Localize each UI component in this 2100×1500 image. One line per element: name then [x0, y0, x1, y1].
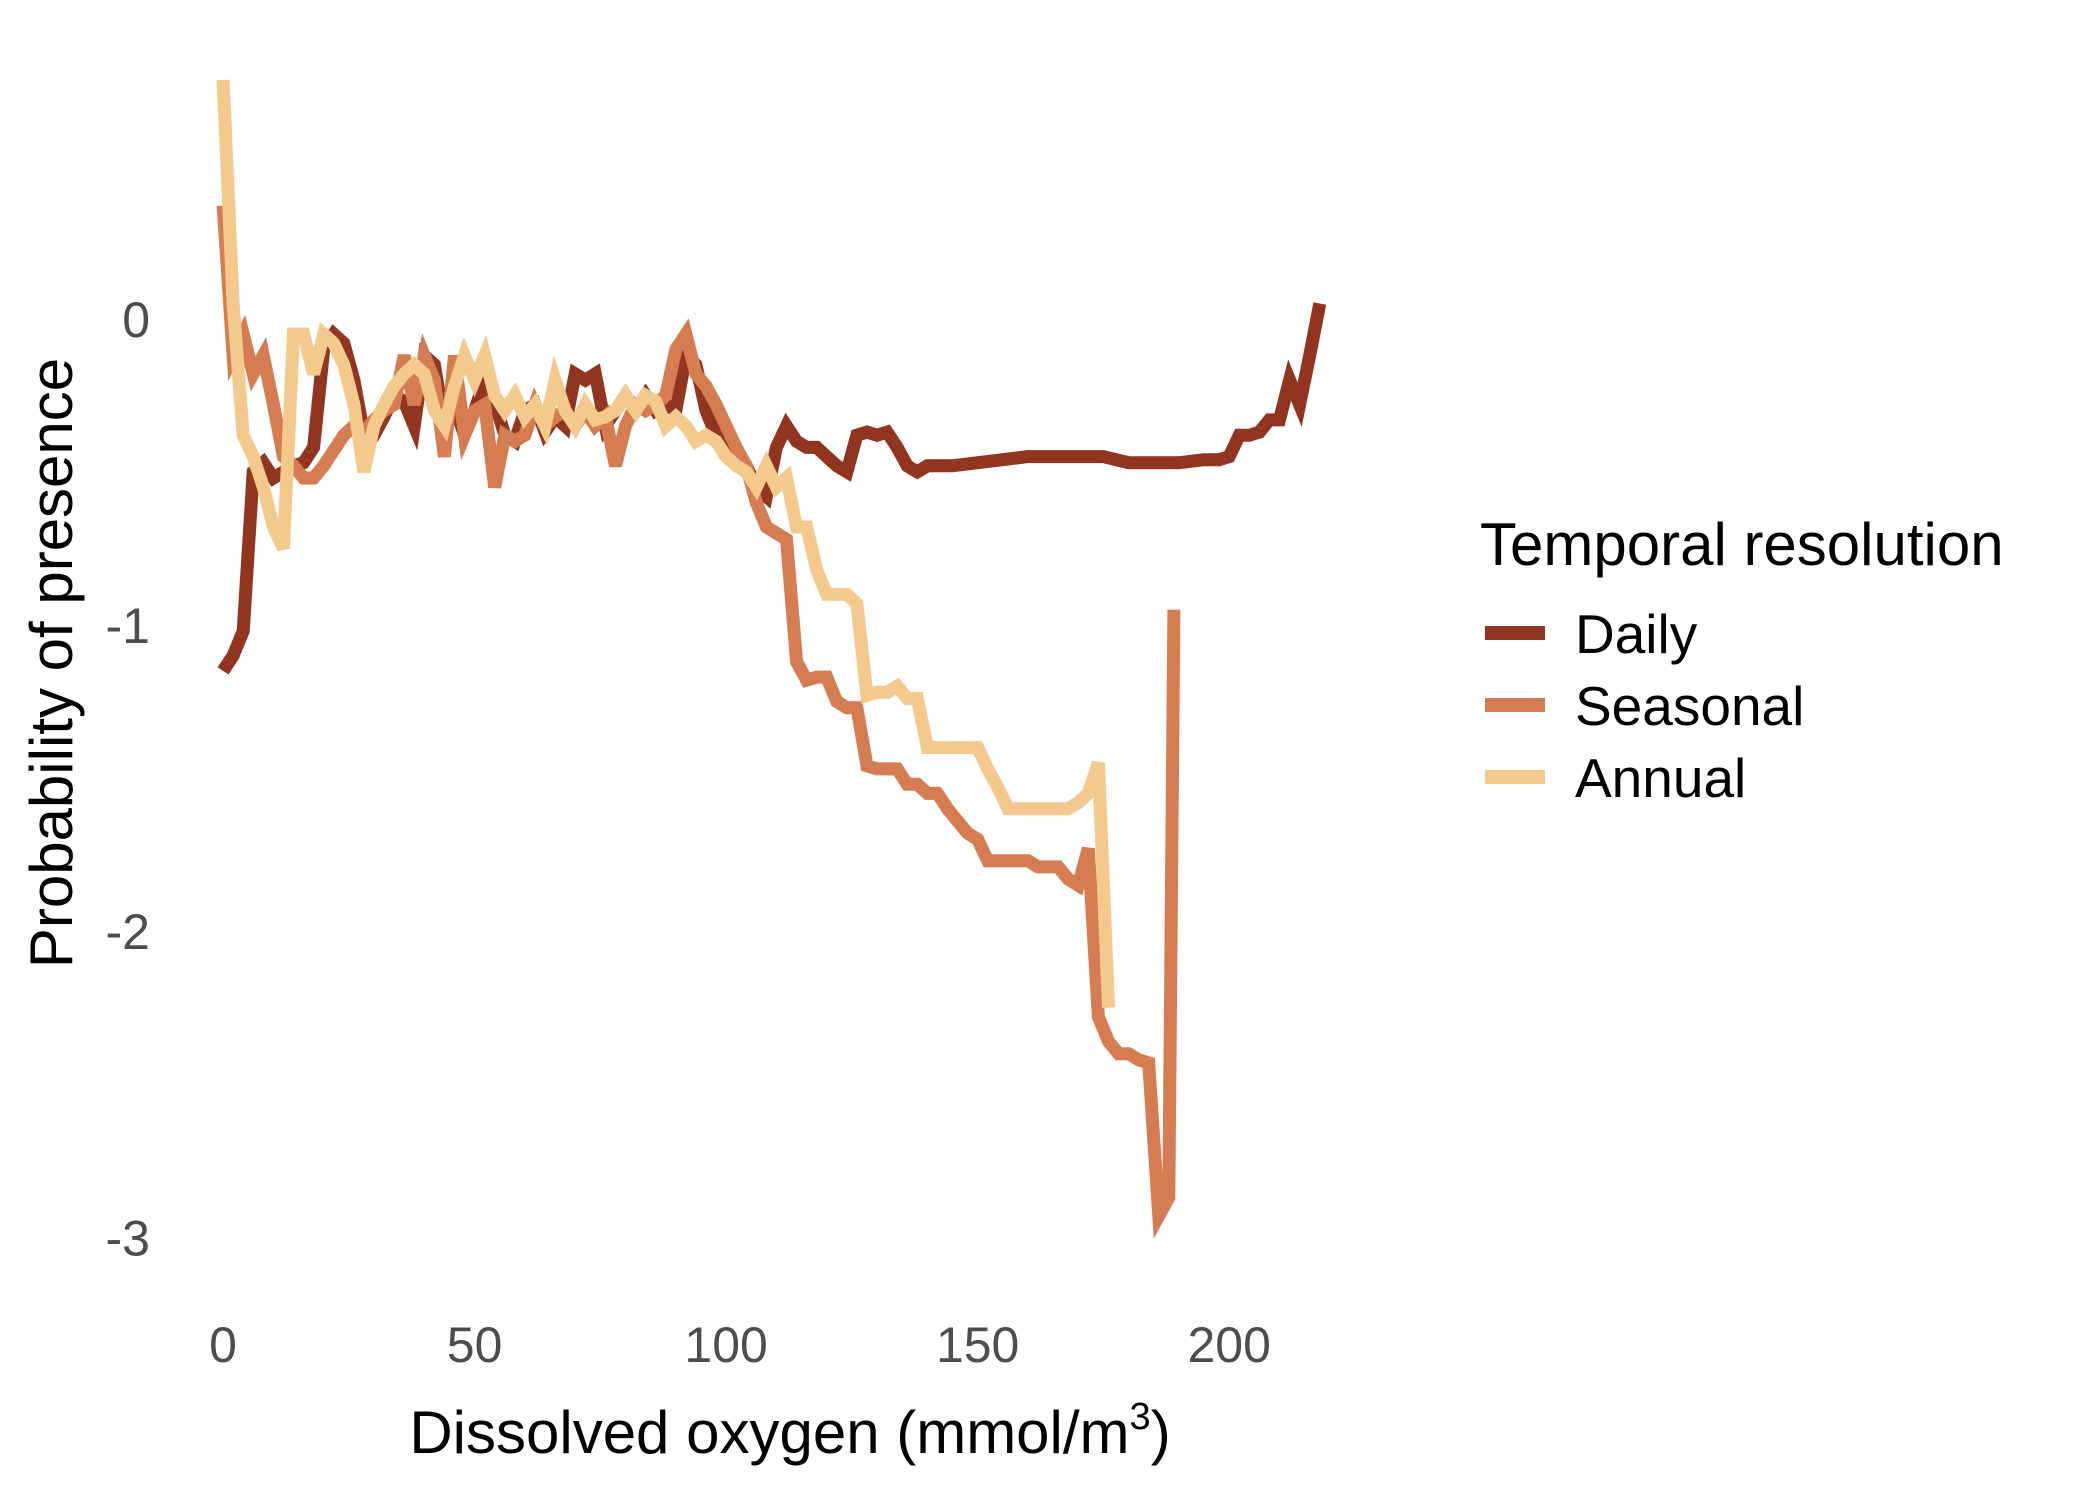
x-tick-label: 150 [936, 1317, 1019, 1373]
y-tick-label: 0 [122, 292, 150, 348]
legend-label-annual: Annual [1575, 747, 1746, 809]
x-tick-label: 50 [447, 1317, 503, 1373]
series-line-annual [216, 79, 1115, 1008]
y-axis: 0 -1 -2 -3 [106, 292, 150, 1267]
legend: Temporal resolution Daily Seasonal Annual [1480, 511, 2004, 809]
y-axis-title: Probability of presence [18, 358, 85, 968]
legend-label-daily: Daily [1575, 603, 1698, 665]
x-axis-title-superscript: 3 [1130, 1396, 1151, 1438]
plot-area [216, 79, 1327, 1239]
x-axis: 0 50 100 150 200 [209, 1317, 1271, 1373]
x-axis-title: Dissolved oxygen (mmol/m3) [409, 1396, 1170, 1466]
y-tick-label: -2 [106, 904, 150, 960]
legend-items: Daily Seasonal Annual [1485, 603, 1804, 809]
x-axis-title-main: Dissolved oxygen (mmol/m [409, 1399, 1129, 1466]
x-tick-label: 0 [209, 1317, 237, 1373]
y-tick-label: -1 [106, 598, 150, 654]
x-tick-label: 200 [1187, 1317, 1270, 1373]
x-tick-label: 100 [684, 1317, 767, 1373]
x-axis-title-close: ) [1151, 1399, 1171, 1466]
series-line-seasonal [216, 205, 1181, 1239]
legend-title: Temporal resolution [1480, 511, 2004, 578]
legend-label-seasonal: Seasonal [1575, 675, 1804, 737]
y-tick-label: -3 [106, 1210, 150, 1266]
